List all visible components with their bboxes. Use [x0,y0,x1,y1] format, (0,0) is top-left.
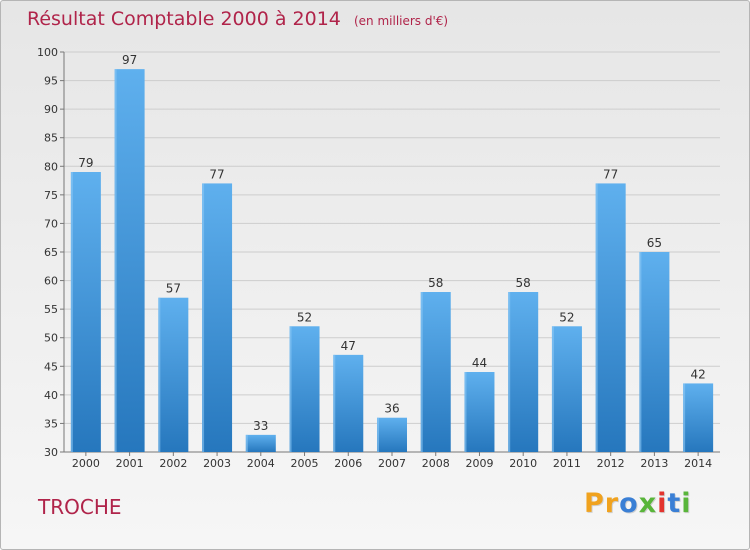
y-tick-label: 45 [44,360,58,373]
bar-highlight [420,292,423,452]
data-label-2002: 57 [166,282,181,296]
bar-2010 [508,292,539,452]
x-tick-label-2000: 2000 [72,457,100,470]
data-label-2010: 58 [516,276,531,290]
data-label-2006: 47 [341,339,356,353]
bar-2006 [333,354,364,452]
bar-2012 [595,183,626,452]
proxiti-logo: Proxiti [584,488,692,519]
logo-letter: P [584,488,605,519]
bar-2014 [683,383,714,452]
bar-2002 [158,297,189,452]
y-tick-label: 65 [44,246,58,259]
bar-highlight [508,292,511,452]
bar-highlight [595,183,598,452]
y-tick-label: 100 [37,46,58,59]
data-label-2013: 65 [647,236,662,250]
logo-letter: t [667,488,682,519]
data-label-2012: 77 [603,167,618,181]
bar-highlight [551,326,554,452]
y-tick-label: 70 [44,217,58,230]
x-tick-label-2003: 2003 [203,457,231,470]
y-tick-label: 30 [44,446,58,459]
x-tick-label-2012: 2012 [597,457,625,470]
bar-highlight [289,326,292,452]
bar-highlight [202,183,205,452]
data-label-2004: 33 [253,419,268,433]
data-label-2005: 52 [297,310,312,324]
bar-highlight [639,252,642,452]
logo-letter: i [681,488,692,519]
bar-highlight [333,354,336,452]
y-tick-label: 85 [44,132,58,145]
x-tick-label-2014: 2014 [684,457,712,470]
bar-highlight [683,383,686,452]
bar-2003 [202,183,233,452]
x-tick-label-2009: 2009 [465,457,493,470]
data-label-2000: 79 [78,156,93,170]
chart-title-unit: (en milliers d'€) [353,14,449,28]
y-tick-label: 40 [44,389,58,402]
y-tick-label: 80 [44,160,58,173]
bar-2009 [464,372,495,452]
data-label-2007: 36 [384,402,399,416]
y-tick-label: 90 [44,103,58,116]
x-tick-label-2008: 2008 [422,457,450,470]
y-tick-label: 55 [44,303,58,316]
bar-2007 [377,417,407,452]
bar-2001 [114,69,145,453]
commune-name: TROCHE [38,495,122,519]
y-tick-label: 50 [44,332,58,345]
x-tick-label-2001: 2001 [116,457,144,470]
x-tick-label-2004: 2004 [247,457,275,470]
bar-highlight [70,172,73,452]
data-label-2011: 52 [559,310,574,324]
data-label-2001: 97 [122,53,137,67]
x-tick-label-2002: 2002 [159,457,187,470]
bar-highlight [377,417,379,452]
data-label-2014: 42 [690,367,705,381]
bar-highlight [464,372,467,452]
y-tick-label: 95 [44,75,58,88]
bar-highlight [114,69,117,453]
x-tick-label-2010: 2010 [509,457,537,470]
data-label-2003: 77 [209,167,224,181]
chart-title: Résultat Comptable 2000 à 2014 (en milli… [27,8,448,30]
logo-letter: x [638,488,658,519]
bar-2005 [289,326,320,452]
bar-2013 [639,252,670,452]
x-tick-label-2013: 2013 [640,457,668,470]
bar-layer [70,69,714,453]
bar-highlight [158,297,161,452]
y-tick-label: 60 [44,275,58,288]
bar-2011 [551,326,582,452]
chart-title-main: Résultat Comptable 2000 à 2014 [27,8,341,30]
logo-letter: i [657,488,668,519]
logo-letter: o [619,488,639,519]
data-label-2008: 58 [428,276,443,290]
logo-letter: r [604,488,620,519]
y-tick-label: 75 [44,189,58,202]
label-layer: 79 97 57 77 33 52 47 36 58 44 58 52 77 65 42 [78,53,706,433]
x-tick-label-2007: 2007 [378,457,406,470]
bar-2004 [245,434,276,452]
bar-2000 [70,172,101,452]
x-tick-label-2011: 2011 [553,457,581,470]
x-tick-label-2005: 2005 [291,457,319,470]
x-tick-label-2006: 2006 [334,457,362,470]
bar-2008 [420,292,451,452]
y-tick-label: 35 [44,417,58,430]
bar-highlight [245,434,248,452]
data-label-2009: 44 [472,356,487,370]
